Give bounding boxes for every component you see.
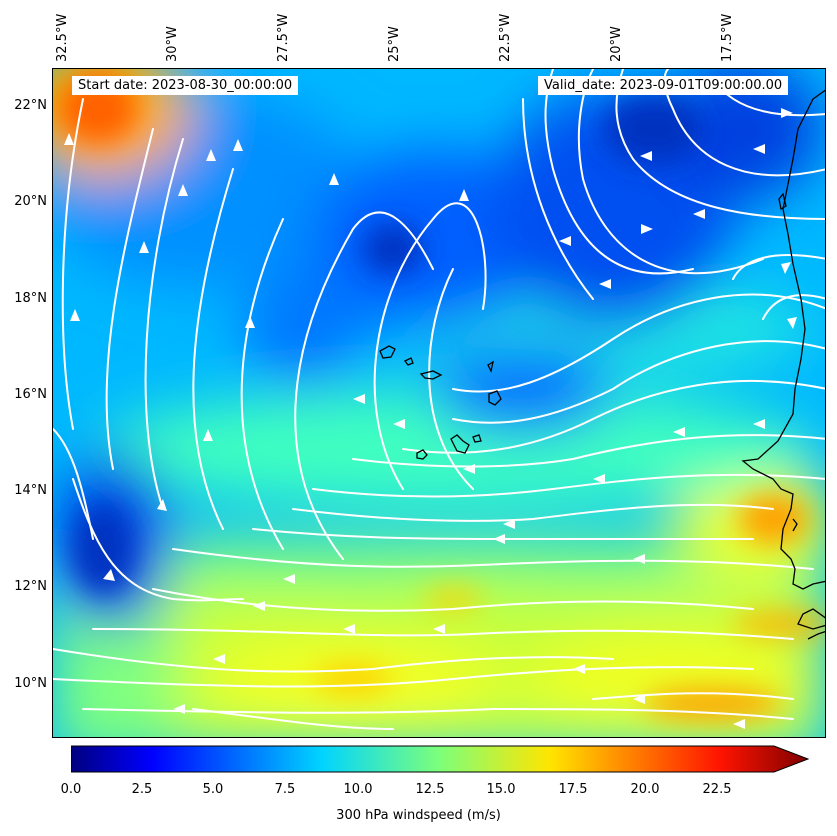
lon-label-20w: 20°W: [609, 26, 624, 62]
cape-verde-island-santo-antao: [379, 345, 396, 359]
lat-label-12n: 12°N: [14, 579, 47, 594]
colorbar-tick-22-5: 22.5: [702, 782, 732, 797]
lat-label-14n: 14°N: [14, 483, 47, 498]
colorbar-tick-10: 10.0: [343, 782, 373, 797]
lat-label-22n: 22°N: [14, 98, 47, 113]
cape-verde-island-boa-vista: [488, 390, 502, 406]
lat-label-10n: 10°N: [14, 676, 47, 691]
cape-verde-island-fogo: [416, 449, 428, 460]
colorbar-gradient: [71, 745, 810, 773]
windspeed-map-graphic: [53, 69, 825, 737]
colorbar-tick-17-5: 17.5: [558, 782, 588, 797]
colorbar-tick-20: 20.0: [630, 782, 660, 797]
colorbar-tick-7-5: 7.5: [274, 782, 296, 797]
lat-label-16n: 16°N: [14, 387, 47, 402]
lon-label-22-5w: 22.5°W: [498, 13, 513, 62]
colorbar-label: 300 hPa windspeed (m/s): [336, 808, 501, 823]
lon-label-30w: 30°W: [165, 26, 180, 62]
lon-label-17-5w: 17.5°W: [720, 13, 735, 62]
lon-label-25w: 25°W: [387, 26, 402, 62]
streamline-arrows: [64, 108, 797, 729]
colorbar-tick-12-5: 12.5: [415, 782, 445, 797]
colorbar-tick-5: 5.0: [202, 782, 224, 797]
african-coastline: [741, 89, 825, 590]
lat-label-20n: 20°N: [14, 194, 47, 209]
streamlines: [53, 69, 825, 730]
colorbar: [71, 745, 810, 773]
cape-verde-island-santiago: [450, 434, 470, 454]
colorbar-tick-15: 15.0: [486, 782, 516, 797]
colorbar-tick-0: 0.0: [60, 782, 82, 797]
cape-verde-island-sao-nicolau: [419, 370, 443, 380]
lon-label-32-5w: 32.5°W: [55, 13, 70, 62]
lat-label-18n: 18°N: [14, 291, 47, 306]
windspeed-map: [52, 68, 826, 738]
coastlines: [379, 89, 825, 640]
lon-label-27-5w: 27.5°W: [276, 13, 291, 62]
valid-date-label: Valid_date: 2023-09-01T09:00:00.00: [538, 76, 789, 95]
colorbar-tick-2-5: 2.5: [131, 782, 153, 797]
start-date-label: Start date: 2023-08-30_00:00:00: [72, 76, 299, 95]
